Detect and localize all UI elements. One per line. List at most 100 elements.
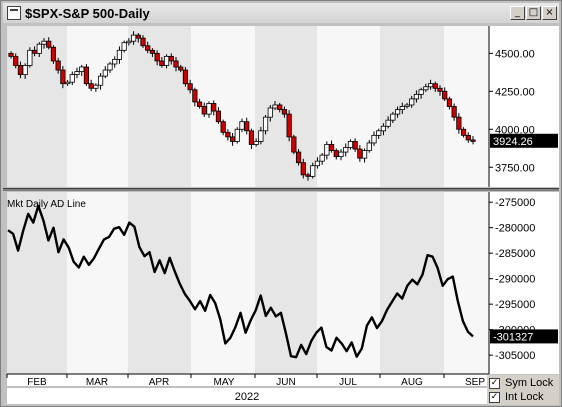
ad-axis-label: -295000 <box>495 299 535 311</box>
price-candle <box>225 129 231 141</box>
lock-controls: ✓ Sym Lock ✓ Int Lock <box>487 375 559 405</box>
chart-area[interactable]: Mkt Daily AD Line 3750.00 4000.00 4250.00 4… <box>3 24 559 404</box>
price-axis: 3750.00 4000.00 4250.00 4500.00 3924.26 <box>489 48 558 174</box>
price-candle <box>456 113 462 134</box>
price-candle <box>69 71 75 86</box>
x-axis-month-label: APR <box>149 377 170 388</box>
sym-lock-label[interactable]: Sym Lock <box>505 377 554 389</box>
price-candle <box>310 162 316 179</box>
last-price-label: 3924.26 <box>493 136 533 148</box>
price-candle <box>116 46 123 64</box>
price-candle <box>196 98 203 109</box>
price-candle <box>154 50 160 66</box>
x-axis-month-label: AUG <box>401 377 423 388</box>
price-candle <box>135 32 141 43</box>
price-candle <box>13 53 19 69</box>
price-candle <box>380 123 387 136</box>
price-panel[interactable] <box>8 31 476 181</box>
price-candle <box>140 35 146 48</box>
x-axis-month-label: JUN <box>276 377 295 388</box>
x-axis-month-label: JUL <box>339 377 357 388</box>
price-candle <box>234 127 240 144</box>
price-candle <box>178 64 184 73</box>
price-candle <box>376 128 382 140</box>
price-candle <box>423 83 429 92</box>
price-candle <box>409 95 415 108</box>
price-candle <box>432 81 438 92</box>
ad-axis-label: -280000 <box>495 223 535 235</box>
price-candle <box>145 41 151 54</box>
price-candle <box>187 79 193 94</box>
price-candle <box>300 158 306 179</box>
price-candle <box>352 138 358 152</box>
price-candle <box>470 135 476 145</box>
ad-axis-label: -275000 <box>495 197 535 209</box>
price-candle <box>55 57 61 74</box>
price-candle <box>50 45 57 64</box>
price-candle <box>168 53 174 65</box>
price-candle <box>244 117 250 135</box>
price-candle <box>258 126 264 145</box>
price-candle <box>22 63 28 80</box>
price-candle <box>404 102 410 109</box>
price-candle <box>215 107 222 124</box>
price-candle <box>27 47 33 68</box>
x-axis-month-label: SEP <box>465 377 485 388</box>
price-candle <box>107 61 113 73</box>
price-candle <box>192 87 198 107</box>
int-lock-label[interactable]: Int Lock <box>505 391 544 403</box>
int-lock-checkbox[interactable]: ✓ <box>489 392 500 403</box>
x-axis-month-label: FEB <box>27 377 47 388</box>
x-axis-month-label: MAR <box>86 377 108 388</box>
maximize-button[interactable]: □ <box>526 6 541 20</box>
price-candle <box>121 40 127 53</box>
price-candle <box>291 134 297 155</box>
price-candle <box>394 106 401 118</box>
price-candle <box>314 157 321 169</box>
chart-background <box>7 26 559 404</box>
close-button[interactable]: × <box>542 6 557 20</box>
price-candle <box>262 115 269 135</box>
price-candle <box>451 103 457 121</box>
ad-line-series <box>7 204 474 359</box>
sym-lock-checkbox[interactable]: ✓ <box>489 378 500 389</box>
price-candle <box>371 131 377 146</box>
price-axis-label: 4500.00 <box>495 48 535 60</box>
price-candle <box>253 138 259 147</box>
price-candle <box>149 48 156 57</box>
price-candle <box>319 152 325 165</box>
price-candles <box>8 31 476 181</box>
price-candle <box>267 104 273 122</box>
price-candle <box>8 51 14 59</box>
price-axis-label: 3750.00 <box>495 162 535 174</box>
price-candle <box>399 102 405 114</box>
panel-splitter[interactable] <box>3 188 559 191</box>
price-candle <box>277 102 283 113</box>
ad-axis: -305000-300000-295000-290000-285000-2800… <box>489 197 558 362</box>
price-candle <box>361 148 368 163</box>
price-candle <box>211 100 217 116</box>
price-candle <box>173 56 179 72</box>
price-candle <box>366 139 372 153</box>
price-candle <box>60 66 66 89</box>
price-candle <box>83 63 90 86</box>
window-menu-icon[interactable] <box>7 6 21 20</box>
price-axis-label: 4250.00 <box>495 86 535 98</box>
price-candle <box>74 67 80 79</box>
price-candle <box>437 85 443 96</box>
price-candle <box>286 110 292 142</box>
price-candle <box>295 149 302 166</box>
price-candle <box>281 106 288 118</box>
price-candle <box>418 87 424 99</box>
price-candle <box>385 116 391 129</box>
minimize-button[interactable]: _ <box>510 6 525 20</box>
price-candle <box>465 132 471 143</box>
title-bar[interactable]: $SPX-S&P 500-Daily _ □ × <box>3 3 559 23</box>
price-candle <box>97 73 104 90</box>
ad-line-panel[interactable]: Mkt Daily AD Line <box>7 199 474 359</box>
ad-axis-label: -290000 <box>495 274 535 286</box>
x-axis: FEB MAR APR MAY JUN JUL AUG SEP <box>6 374 485 388</box>
price-axis-label: 4000.00 <box>495 124 535 136</box>
last-ad-label: -301327 <box>493 331 533 343</box>
